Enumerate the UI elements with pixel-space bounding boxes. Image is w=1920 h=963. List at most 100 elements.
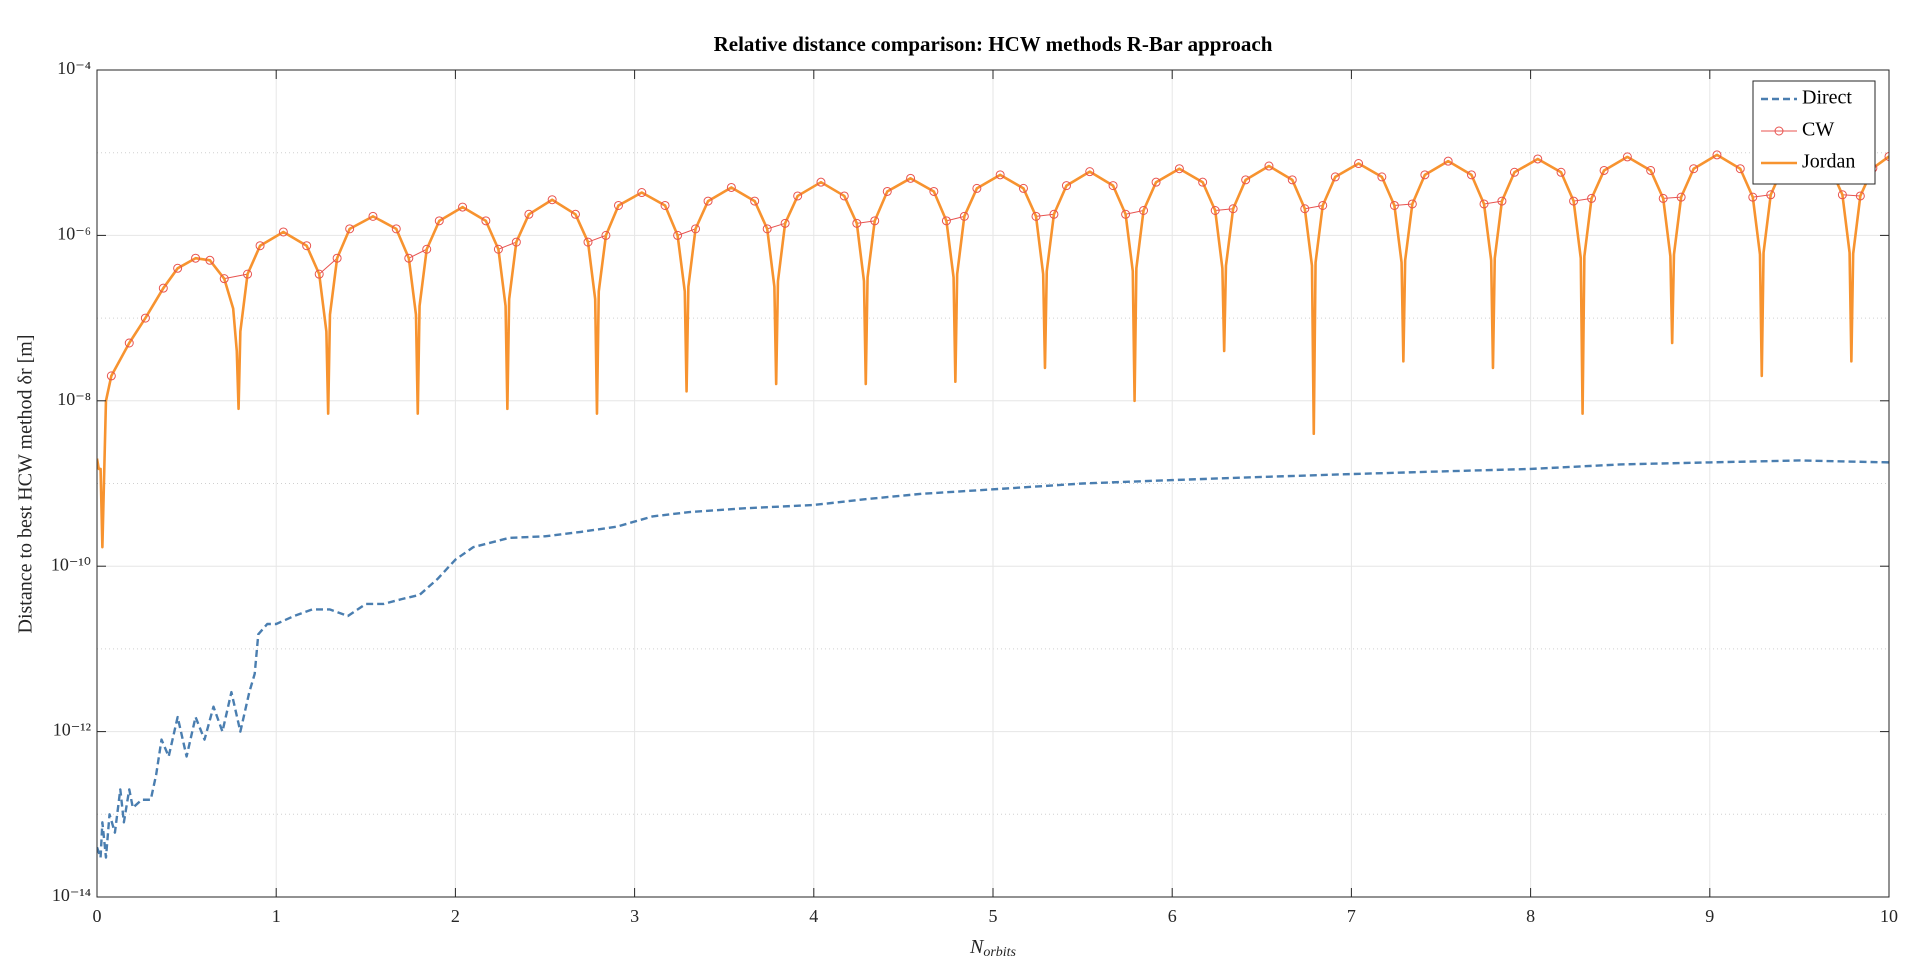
data-point [1443,156,1453,166]
legend-label: CW [1802,119,1834,141]
y-tick-label: 10⁻⁶ [57,224,91,244]
data-point [601,230,611,240]
x-tick-label: 6 [1168,906,1177,926]
data-point [637,188,647,198]
data-point [1420,170,1430,180]
data-point [140,313,150,323]
legend: Direct CW Jordan [1752,80,1876,185]
data-point [278,227,288,237]
data-point [1318,200,1328,210]
data-point [762,224,772,234]
data-point [302,241,312,251]
data-point [929,186,939,196]
data-point [1569,196,1579,206]
data-point [205,255,215,265]
data-point [1533,154,1543,164]
data-point [1174,164,1184,174]
data-point [1497,196,1507,206]
legend-box [1752,80,1876,185]
x-tick-label: 3 [630,906,639,926]
data-point [422,244,432,254]
data-point [1466,170,1476,180]
data-point [660,200,670,210]
data-point [458,202,468,212]
data-point [1855,191,1865,201]
data-point [1479,199,1489,209]
data-point [1121,209,1131,219]
data-point [1264,161,1274,171]
y-tick-label: 10⁻¹⁰ [51,554,91,574]
y-axis-label: Distance to best HCW method δr [m] [15,335,37,634]
data-point [1676,192,1686,202]
data-point [1085,167,1095,177]
data-point [511,237,521,247]
x-tick-label: 8 [1526,906,1535,926]
data-point [1210,206,1220,216]
data-point [106,371,116,381]
data-point [493,244,503,254]
data-point [243,269,253,279]
data-point [941,216,951,226]
data-point [524,209,534,219]
data-point [703,196,713,206]
data-point [972,183,982,193]
data-point [1108,181,1118,191]
data-point [1622,152,1632,162]
data-point [1061,181,1071,191]
x-tick-label: 2 [451,906,460,926]
data-point [870,216,880,226]
data-point [1151,177,1161,187]
y-tick-label: 10⁻¹² [53,720,91,740]
data-point [1646,165,1656,175]
data-point [332,253,342,263]
chart-title: Relative distance comparison: HCW method… [714,32,1273,56]
y-tick-label: 10⁻¹⁴ [52,885,91,905]
data-point [1241,175,1251,185]
data-point [1689,164,1699,174]
data-point [547,195,557,205]
legend-label: Jordan [1802,151,1855,173]
data-point [404,253,414,263]
data-point [124,338,134,348]
data-point [570,209,580,219]
data-point [1287,175,1297,185]
plot-area [97,148,1889,859]
data-point [1139,206,1149,216]
data-point [780,218,790,228]
data-point [882,186,892,196]
data-point [1407,199,1417,209]
x-tick-label: 7 [1347,906,1356,926]
data-point [1300,204,1310,214]
data-point [191,253,201,263]
data-point [1031,211,1041,221]
data-point [1509,167,1519,177]
data-point [345,224,355,234]
data-point [1377,172,1387,182]
data-point [583,237,593,247]
x-tick-label: 5 [989,906,998,926]
data-point [173,263,183,273]
data-point [1330,172,1340,182]
data-point [1766,190,1776,200]
data-point [1556,167,1566,177]
data-point [1354,159,1364,169]
data-point [673,230,683,240]
data-point [1599,165,1609,175]
data-point [1049,209,1059,219]
data-point [1712,150,1722,160]
data-point [613,200,623,210]
data-point [816,177,826,187]
data-point [391,224,401,234]
data-point [906,173,916,183]
x-axis-label: Norbits [969,936,1017,961]
data-point [750,196,760,206]
data-point [434,216,444,226]
data-point [1018,183,1028,193]
data-point [1587,193,1597,203]
data-point [1735,164,1745,174]
data-point [481,216,491,226]
data-point [219,274,229,284]
